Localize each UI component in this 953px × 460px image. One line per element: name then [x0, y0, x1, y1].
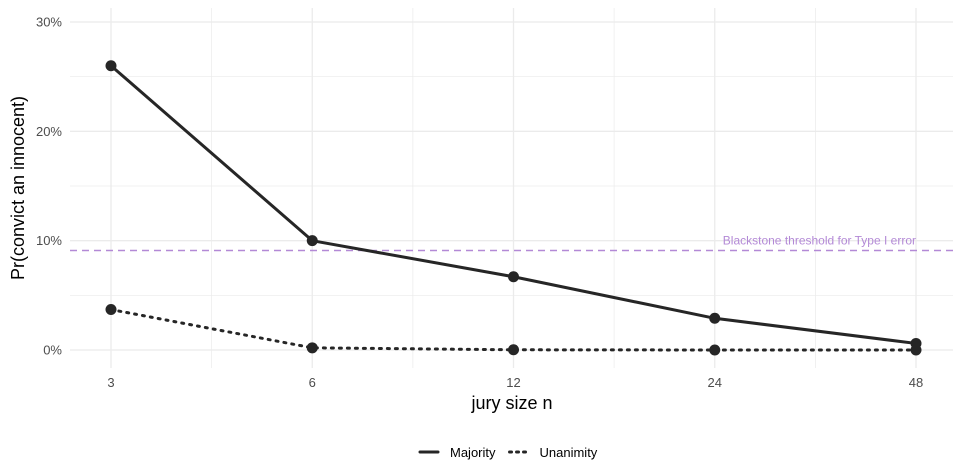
data-point-unanimity	[306, 342, 318, 354]
reference-line-group: Blackstone threshold for Type I error	[70, 234, 953, 252]
y-tick-label: 0%	[43, 343, 62, 358]
reference-line-label: Blackstone threshold for Type I error	[723, 234, 916, 248]
data-point-majority	[306, 235, 318, 247]
data-point-unanimity	[910, 344, 922, 356]
legend: Majority Unanimity	[418, 445, 598, 460]
legend-label-unanimity: Unanimity	[540, 445, 598, 460]
data-point-majority	[105, 60, 117, 72]
x-tick-label: 12	[506, 375, 520, 390]
series-layer	[105, 60, 922, 356]
x-axis: 3 6 12 24 48	[107, 375, 923, 390]
y-tick-label: 30%	[36, 15, 62, 30]
data-point-unanimity	[508, 344, 519, 356]
x-tick-label: 24	[708, 375, 722, 390]
data-point-majority	[709, 312, 721, 324]
y-tick-label: 20%	[36, 124, 62, 139]
y-axis: 0% 10% 20% 30%	[36, 15, 62, 358]
data-point-majority	[508, 271, 519, 283]
series-line-unanimity	[109, 308, 918, 352]
data-point-unanimity	[105, 304, 117, 316]
grid	[70, 8, 953, 368]
legend-label-majority: Majority	[450, 445, 496, 460]
data-point-unanimity	[709, 344, 721, 356]
x-axis-title: jury size n	[470, 393, 552, 413]
x-tick-label: 48	[909, 375, 923, 390]
y-tick-label: 10%	[36, 233, 62, 248]
x-tick-label: 6	[309, 375, 316, 390]
x-tick-label: 3	[107, 375, 114, 390]
y-axis-title: Pr(convict an innocent)	[8, 96, 28, 280]
